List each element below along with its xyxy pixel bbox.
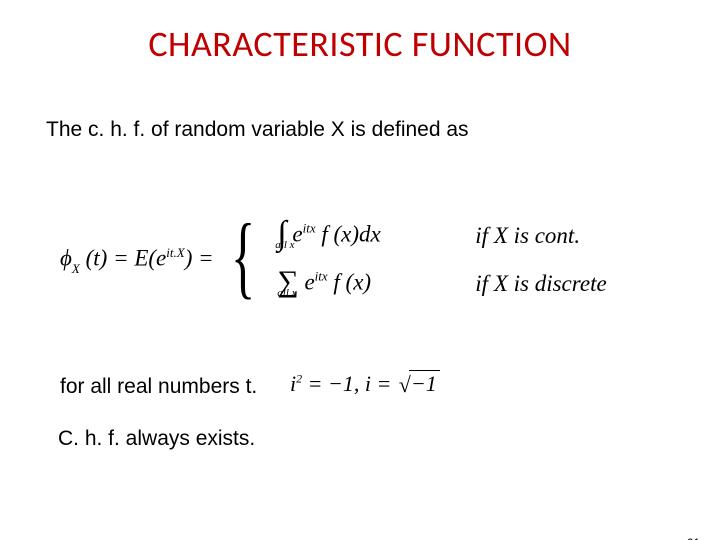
exists-text: C. h. f. always exists. (58, 427, 255, 451)
discrete-expr: ∑all x eitx f (x) (277, 267, 457, 301)
itx-disc: itx (315, 269, 328, 284)
lhs-exponent: it.X (166, 245, 184, 260)
definition-equation: ϕX (t) = E(eit.X) = { ∫all x eitx f (x)d… (60, 212, 607, 308)
phi-subscript: X (72, 261, 80, 276)
fxdx: f (x)dx (316, 221, 381, 246)
intro-text: The c. h. f. of random variable X is def… (46, 118, 469, 142)
cases-brace: { (231, 210, 255, 302)
continuous-expr: ∫all x eitx f (x)dx (277, 217, 457, 255)
slide-title: CHARACTERISTIC FUNCTION (0, 22, 720, 66)
discrete-case: ∑all x eitx f (x) if X is discrete (277, 260, 606, 308)
itx-cont: itx (303, 221, 316, 236)
lhs-close: ) = (185, 246, 214, 271)
lhs-part1: (t) = E(e (86, 246, 167, 271)
fx-disc: f (x) (328, 269, 371, 294)
i-eq2: i = (365, 371, 397, 396)
page-number: 61 (687, 536, 700, 540)
equation-lhs: ϕX (t) = E(eit.X) = (60, 245, 214, 275)
sum-sub: all x (277, 287, 296, 299)
eq-neg1: = −1, (302, 371, 365, 396)
radicand: −1 (409, 370, 440, 397)
radical-icon: √ (399, 372, 411, 397)
continuous-case: ∫all x eitx f (x)dx if X is cont. (277, 212, 606, 260)
slide: CHARACTERISTIC FUNCTION The c. h. f. of … (0, 22, 720, 540)
continuous-condition: if X is cont. (475, 223, 580, 249)
forall-text: for all real numbers t. (60, 375, 257, 399)
e-disc: e (304, 269, 314, 294)
phi-symbol: ϕ (60, 246, 72, 271)
cases-block: ∫all x eitx f (x)dx if X is cont. ∑all x… (277, 212, 606, 308)
integral-sub: all x (275, 239, 294, 251)
i-equation: i2 = −1, i = √−1 (290, 370, 440, 397)
sqrt-neg1: √−1 (397, 370, 440, 397)
discrete-condition: if X is discrete (475, 271, 606, 297)
